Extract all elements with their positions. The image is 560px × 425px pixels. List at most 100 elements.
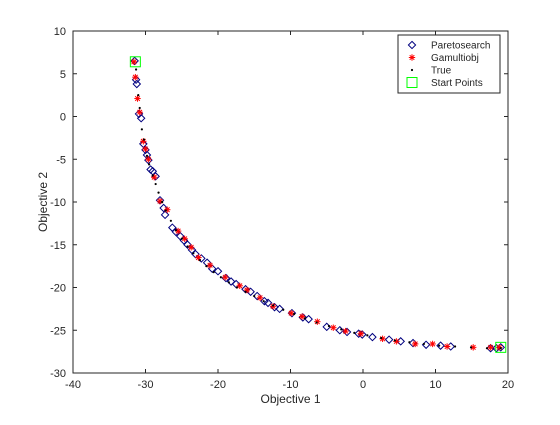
x-tick-label: 0 xyxy=(360,379,366,391)
true-point xyxy=(282,308,285,311)
true-point xyxy=(469,346,473,349)
legend-label: Gamultiobj xyxy=(431,53,479,64)
true-point xyxy=(253,294,256,298)
gamultiobj-point xyxy=(134,95,141,102)
true-point xyxy=(293,312,296,316)
gamultiobj-point xyxy=(142,145,149,153)
paretosearch-point xyxy=(246,287,255,297)
x-tick-label: 20 xyxy=(502,379,514,391)
legend-item: Gamultiobj xyxy=(408,53,479,64)
true-point xyxy=(138,106,141,110)
series-start-points xyxy=(129,56,507,353)
true-point xyxy=(366,334,369,337)
gamultiobj-point xyxy=(342,327,349,335)
true-point xyxy=(485,347,489,350)
y-tick-label: -10 xyxy=(50,197,66,209)
legend-marker-start-points xyxy=(406,77,418,88)
gamultiobj-point xyxy=(187,244,195,251)
true-point xyxy=(353,331,356,334)
y-axis-ticks: -30 -25 -20 -15 -10 -5 0 5 10 xyxy=(50,26,508,380)
y-tick-label: -20 xyxy=(50,283,66,295)
legend-label: Paretosearch xyxy=(431,41,490,52)
paretosearch-point xyxy=(275,304,284,314)
gamultiobj-point xyxy=(145,156,152,163)
true-point xyxy=(244,290,247,293)
legend-item: Start Points xyxy=(406,77,483,89)
gamultiobj-point xyxy=(496,344,503,351)
true-point xyxy=(438,344,441,347)
x-tick-label: 10 xyxy=(429,379,441,391)
true-point xyxy=(315,321,318,324)
true-point xyxy=(157,191,160,194)
true-point xyxy=(499,347,502,350)
paretosearch-point xyxy=(136,113,146,123)
gamultiobj-point xyxy=(132,73,139,81)
true-point xyxy=(380,336,383,340)
gamultiobj-point xyxy=(206,262,214,269)
true-point xyxy=(148,163,151,166)
true-point xyxy=(142,138,146,141)
start-points-point xyxy=(495,341,507,353)
gamultiobj-point xyxy=(236,282,243,289)
gamultiobj-point xyxy=(256,294,264,301)
gamultiobj-point xyxy=(288,309,295,317)
paretosearch-point xyxy=(134,109,144,119)
paretosearch-point xyxy=(263,298,273,308)
legend-item: Paretosearch xyxy=(407,40,490,52)
legend-label: Start Points xyxy=(431,78,483,89)
true-point xyxy=(453,345,457,348)
y-tick-label: -5 xyxy=(56,154,66,166)
y-tick-label: 0 xyxy=(60,112,66,124)
gamultiobj-point xyxy=(429,340,436,348)
true-point xyxy=(422,342,425,346)
legend-marker-true xyxy=(410,68,414,72)
paretosearch-point xyxy=(159,203,168,213)
x-axis-title: Objective 1 xyxy=(260,392,320,406)
true-point xyxy=(164,209,167,212)
true-point xyxy=(169,219,172,222)
paretosearch-point xyxy=(436,341,445,350)
true-point xyxy=(145,154,149,157)
true-point xyxy=(340,328,343,331)
y-axis-title: Objective 2 xyxy=(36,172,50,232)
y-tick-label: -30 xyxy=(50,368,66,380)
gamultiobj-point xyxy=(314,318,321,325)
true-point xyxy=(272,304,275,307)
paretosearch-point xyxy=(384,335,394,344)
gamultiobj-point xyxy=(379,335,386,342)
true-point xyxy=(393,339,396,342)
gamultiobj-point xyxy=(195,254,202,261)
true-point xyxy=(154,182,157,186)
x-tick-label: -30 xyxy=(138,379,154,391)
start-points-point xyxy=(129,56,141,68)
y-tick-label: 5 xyxy=(60,69,66,81)
data-marks xyxy=(129,56,507,353)
true-point xyxy=(198,259,201,262)
legend-label: True xyxy=(431,66,452,77)
y-tick-label: -25 xyxy=(50,325,66,337)
y-tick-label: 10 xyxy=(54,26,66,38)
paretosearch-point xyxy=(226,277,236,286)
true-point xyxy=(192,252,195,255)
legend-marker-paretosearch xyxy=(407,40,417,50)
paretosearch-point xyxy=(183,240,192,250)
legend-item: True xyxy=(410,66,452,77)
gamultiobj-point xyxy=(443,343,451,350)
x-axis-ticks: -40 -30 -20 -10 0 10 20 xyxy=(65,31,514,391)
paretosearch-point xyxy=(132,79,142,89)
x-tick-label: -10 xyxy=(283,379,299,391)
true-point xyxy=(212,271,215,274)
paretosearch-point xyxy=(213,266,223,276)
true-point xyxy=(205,265,208,268)
gamultiobj-point xyxy=(222,274,229,281)
paretosearch-point xyxy=(368,332,377,342)
gamultiobj-point xyxy=(298,313,306,320)
paretosearch-point xyxy=(304,314,313,324)
true-point xyxy=(161,200,164,204)
true-point xyxy=(140,128,143,131)
true-point xyxy=(227,281,230,284)
true-point xyxy=(408,341,411,344)
y-tick-label: -15 xyxy=(50,240,66,252)
